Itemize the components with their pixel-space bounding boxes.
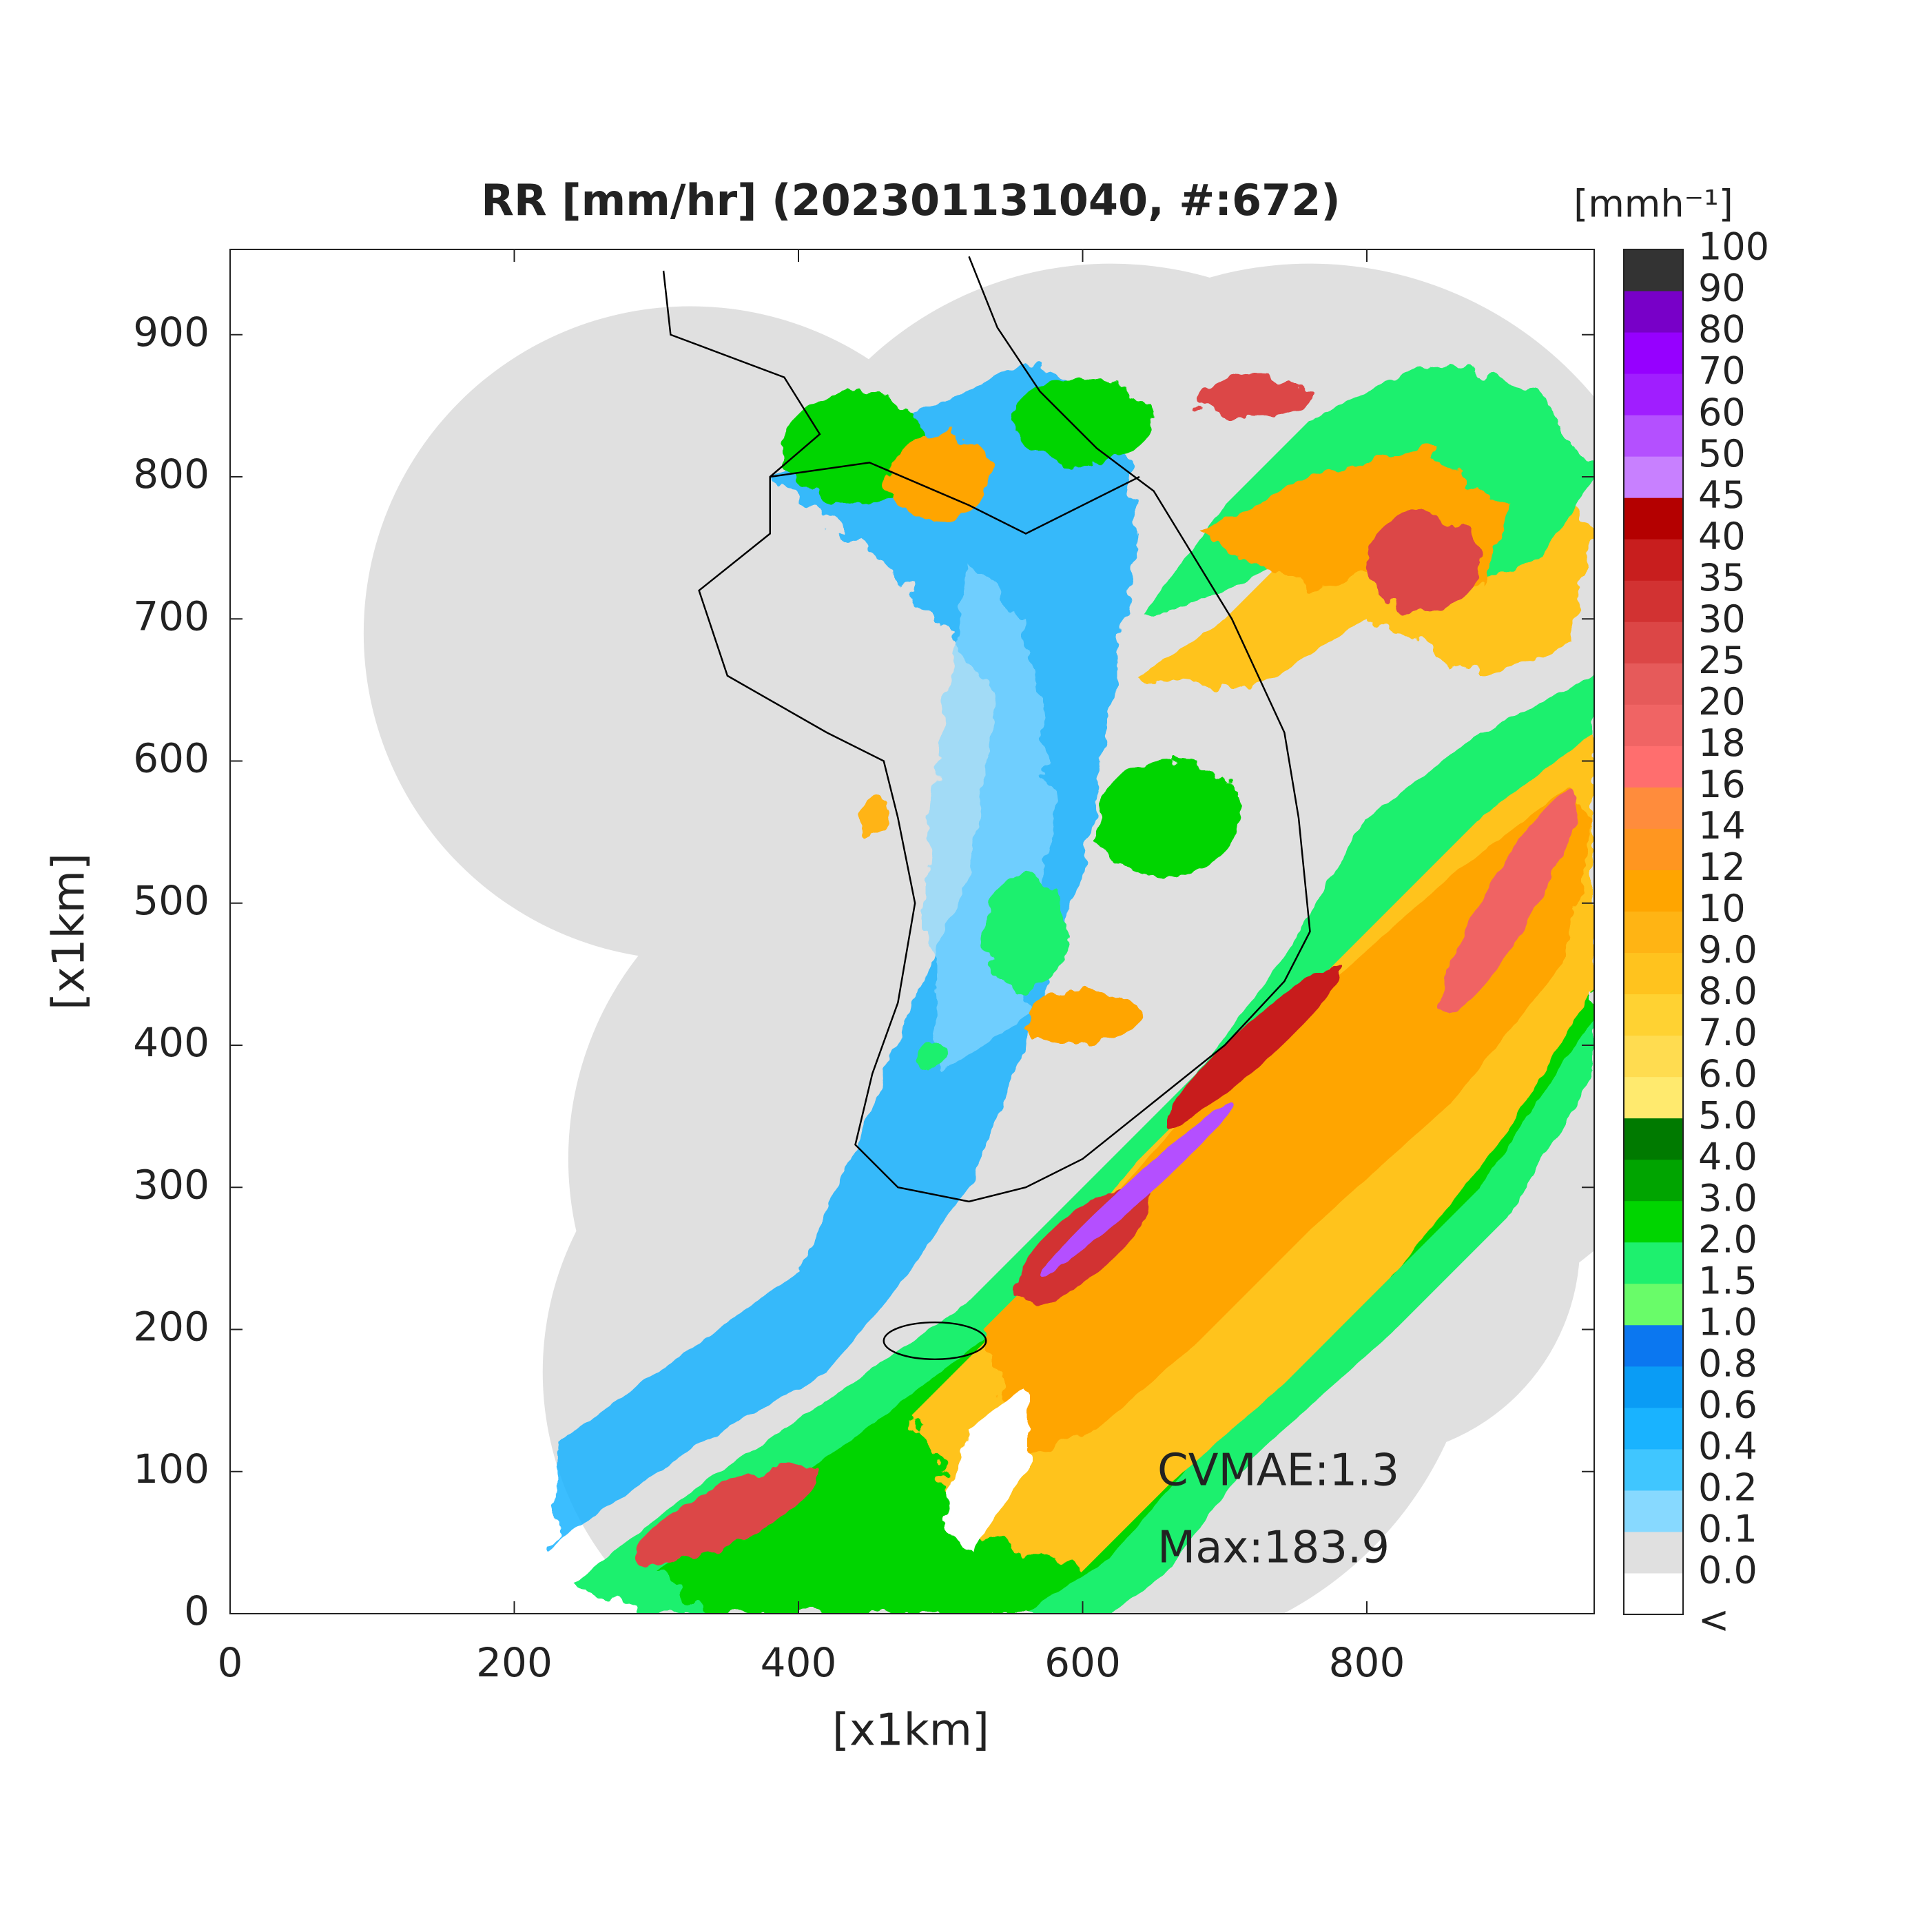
- colorbar-label: 35: [1698, 556, 1746, 599]
- colorbar-label: 100: [1698, 225, 1769, 269]
- colorbar-label: 25: [1698, 639, 1746, 682]
- colorbar-unit: [mmh⁻¹]: [1574, 183, 1733, 226]
- x-tick-label: 0: [218, 1639, 243, 1686]
- colorbar-segment: [1624, 415, 1683, 457]
- colorbar-label: 45: [1698, 473, 1746, 517]
- colorbar-segment: [1624, 1448, 1683, 1491]
- colorbar-segment: [1624, 291, 1683, 333]
- colorbar-frame: [1623, 249, 1684, 1615]
- colorbar-label: 30: [1698, 597, 1746, 641]
- colorbar-segment: [1624, 373, 1683, 415]
- colorbar-label: 16: [1698, 763, 1746, 806]
- radar-map: [363, 256, 1594, 1614]
- annotation: Max:183.9: [1157, 1523, 1390, 1574]
- colorbar-label: 70: [1698, 349, 1746, 393]
- colorbar-segment: [1624, 952, 1683, 995]
- y-tick-label: 500: [133, 877, 209, 924]
- title: RR [mm/hr] (202301131040, #:672): [481, 175, 1341, 225]
- x-tick-label: 800: [1329, 1639, 1405, 1686]
- colorbar-label: 5.0: [1698, 1093, 1757, 1137]
- colorbar-segment: [1624, 1159, 1683, 1202]
- x-tick-label: 200: [476, 1639, 553, 1686]
- y-tick-label: 800: [133, 451, 209, 497]
- colorbar-segment: [1624, 332, 1683, 374]
- x-axis-label: [x1km]: [832, 1705, 989, 1756]
- colorbar-segment: [1624, 621, 1683, 664]
- colorbar-segment: [1624, 497, 1683, 539]
- y-tick-label: 600: [133, 735, 209, 782]
- colorbar-segment: [1624, 870, 1683, 912]
- colorbar-label: 0.2: [1698, 1466, 1757, 1510]
- colorbar-segment: [1624, 580, 1683, 622]
- colorbar-label: 90: [1698, 267, 1746, 310]
- colorbar-label: 0.6: [1698, 1383, 1757, 1426]
- colorbar-label: 18: [1698, 721, 1746, 765]
- colorbar-segment: [1624, 911, 1683, 954]
- x-tick-label: 600: [1044, 1639, 1121, 1686]
- annotation: CVMAE:1.3: [1157, 1446, 1399, 1497]
- colorbar-segment: [1624, 1366, 1683, 1408]
- colorbar-label: 80: [1698, 308, 1746, 351]
- colorbar-segment: [1624, 1324, 1683, 1367]
- colorbar-label: 4.0: [1698, 1135, 1757, 1178]
- colorbar-segment: [1624, 1035, 1683, 1078]
- colorbar-segment: [1624, 249, 1683, 291]
- colorbar-segment: [1624, 828, 1683, 870]
- colorbar-segment: [1624, 1572, 1683, 1615]
- colorbar-label: 0.1: [1698, 1508, 1757, 1551]
- colorbar-label: 10: [1698, 887, 1746, 930]
- colorbar-segment: [1624, 1076, 1683, 1119]
- colorbar-segment: [1624, 1490, 1683, 1532]
- colorbar-label: 0.0: [1698, 1549, 1757, 1592]
- colorbar-segment: [1624, 1200, 1683, 1243]
- colorbar-segment: [1624, 994, 1683, 1036]
- colorbar-label: 20: [1698, 680, 1746, 723]
- colorbar-segment: [1624, 456, 1683, 498]
- plot-frame: [229, 249, 1595, 1614]
- colorbar-label: 0.8: [1698, 1342, 1757, 1385]
- colorbar-label: 40: [1698, 515, 1746, 558]
- y-tick-label: 100: [133, 1446, 209, 1492]
- colorbar-segment: [1624, 663, 1683, 705]
- y-tick-label: 300: [133, 1161, 209, 1208]
- colorbar-label: 3.0: [1698, 1176, 1757, 1220]
- colorbar-label: 60: [1698, 391, 1746, 434]
- y-axis-label: [x1km]: [44, 853, 95, 1010]
- colorbar-segment: [1624, 539, 1683, 581]
- colorbar-label: 14: [1698, 804, 1746, 847]
- x-tick-label: 400: [761, 1639, 837, 1686]
- colorbar-label: 8.0: [1698, 969, 1757, 1013]
- coastline: [662, 256, 1311, 1361]
- colorbar-label: 12: [1698, 845, 1746, 889]
- colorbar-label: 1.5: [1698, 1259, 1757, 1302]
- colorbar-label: 7.0: [1698, 1011, 1757, 1054]
- colorbar-segment: [1624, 1283, 1683, 1326]
- y-tick-label: 400: [133, 1019, 209, 1066]
- colorbar-label: 9.0: [1698, 928, 1757, 972]
- y-tick-label: 200: [133, 1304, 209, 1350]
- colorbar-label: 0.4: [1698, 1425, 1757, 1468]
- colorbar-segment: [1624, 787, 1683, 829]
- colorbar-label: <: [1698, 1599, 1729, 1642]
- colorbar-segment: [1624, 704, 1683, 746]
- colorbar-segment: [1624, 746, 1683, 788]
- y-tick-label: 0: [184, 1587, 209, 1634]
- y-tick-label: 700: [133, 593, 209, 639]
- colorbar-label: 1.0: [1698, 1300, 1757, 1344]
- colorbar-label: 50: [1698, 432, 1746, 475]
- colorbar-label: 2.0: [1698, 1217, 1757, 1261]
- colorbar-segment: [1624, 1242, 1683, 1284]
- y-tick-label: 900: [133, 309, 209, 356]
- colorbar-segment: [1624, 1118, 1683, 1160]
- colorbar-segment: [1624, 1531, 1683, 1574]
- colorbar-segment: [1624, 1407, 1683, 1450]
- colorbar-label: 6.0: [1698, 1052, 1757, 1096]
